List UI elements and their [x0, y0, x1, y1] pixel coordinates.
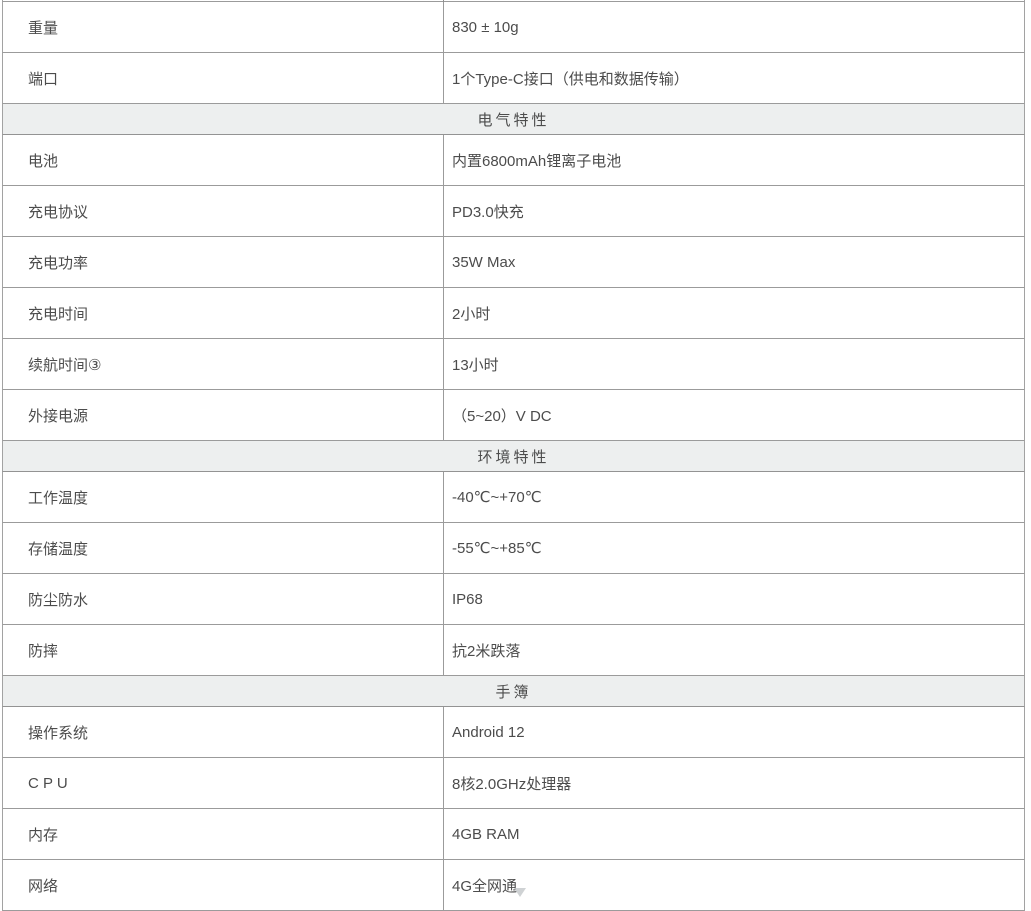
- spec-label: 续航时间③: [3, 339, 444, 389]
- spec-label-text: 防摔: [28, 642, 59, 660]
- spec-value: 35W Max: [444, 237, 1024, 287]
- spec-value-text: PD3.0快充: [452, 203, 524, 221]
- spec-value-text: 内置6800mAh锂离子电池: [452, 152, 622, 170]
- spec-value-text: （5~20）V DC: [452, 407, 552, 425]
- spec-value: 内置6800mAh锂离子电池: [444, 135, 1024, 185]
- spec-value: 1个Type-C接口（供电和数据传输）: [444, 53, 1024, 103]
- spec-value-text: 8核2.0GHz处理器: [452, 775, 572, 793]
- spec-value-text: 2小时: [452, 305, 491, 323]
- spec-value-text: 1个Type-C接口（供电和数据传输）: [452, 70, 689, 88]
- spec-label-text: 操作系统: [28, 724, 89, 742]
- table-row: 电池 内置6800mAh锂离子电池: [2, 135, 1025, 186]
- section-title: 环境特性: [477, 448, 550, 466]
- spec-label-text: 工作温度: [28, 489, 89, 507]
- spec-value-text: 4GB RAM: [452, 825, 520, 843]
- table-row: 防摔 抗2米跌落: [2, 625, 1025, 676]
- spec-label-text: 外接电源: [28, 407, 89, 425]
- spec-label: 防尘防水: [3, 574, 444, 624]
- spec-label-text: 防尘防水: [28, 591, 89, 609]
- spec-value: 抗2米跌落: [444, 625, 1024, 675]
- spec-value-text: 13小时: [452, 356, 499, 374]
- section-title: 电气特性: [477, 111, 550, 129]
- spec-label: 重量: [3, 2, 444, 52]
- table-row: C P U 8核2.0GHz处理器: [2, 758, 1025, 809]
- spec-label-text: 内存: [28, 826, 59, 844]
- spec-label: 操作系统: [3, 707, 444, 757]
- spec-label-text: 充电功率: [28, 254, 89, 272]
- table-row: 内存 4GB RAM: [2, 809, 1025, 860]
- table-row: 充电时间 2小时: [2, 288, 1025, 339]
- spec-value-text: Android 12: [452, 723, 525, 741]
- spec-label-text: 充电协议: [28, 203, 89, 221]
- spec-label: 充电功率: [3, 237, 444, 287]
- spec-value: -55℃~+85℃: [444, 523, 1024, 573]
- spec-label: 电池: [3, 135, 444, 185]
- spec-value-text: 4G全网通: [452, 877, 518, 895]
- section-header: 手簿: [2, 676, 1025, 707]
- spec-value: PD3.0快充: [444, 186, 1024, 236]
- section-title: 手簿: [495, 683, 532, 701]
- spec-value: 4GB RAM: [444, 809, 1024, 859]
- table-row: 存储温度 -55℃~+85℃: [2, 523, 1025, 574]
- section-header: 电气特性: [2, 104, 1025, 135]
- table-row: 充电协议 PD3.0快充: [2, 186, 1025, 237]
- spec-label: 充电时间: [3, 288, 444, 338]
- spec-label-text: 电池: [28, 152, 59, 170]
- spec-label: 内存: [3, 809, 444, 859]
- spec-value-text: -55℃~+85℃: [452, 540, 542, 557]
- table-row: 操作系统 Android 12: [2, 707, 1025, 758]
- table-top-sliver: [2, 0, 1025, 2]
- table-row: 续航时间③ 13小时: [2, 339, 1025, 390]
- spec-value: Android 12: [444, 707, 1024, 757]
- column-divider: [443, 0, 444, 2]
- spec-label: 充电协议: [3, 186, 444, 236]
- spec-label-text: 网络: [28, 877, 59, 895]
- spec-label-text: 充电时间: [28, 305, 89, 323]
- spec-label-text: 重量: [28, 19, 59, 37]
- table-row: 端口 1个Type-C接口（供电和数据传输）: [2, 53, 1025, 104]
- spec-label: 外接电源: [3, 390, 444, 440]
- spec-value: -40℃~+70℃: [444, 472, 1024, 522]
- spec-label-text: 端口: [28, 70, 59, 88]
- table-row: 充电功率 35W Max: [2, 237, 1025, 288]
- spec-label: C P U: [3, 758, 444, 808]
- spec-label-text: 存储温度: [28, 540, 89, 558]
- spec-value: IP68: [444, 574, 1024, 624]
- table-row: 防尘防水 IP68: [2, 574, 1025, 625]
- spec-value: （5~20）V DC: [444, 390, 1024, 440]
- table-row: 重量 830 ± 10g: [2, 2, 1025, 53]
- table-row: 工作温度 -40℃~+70℃: [2, 472, 1025, 523]
- spec-value-text: 35W Max: [452, 253, 516, 271]
- spec-value: 4G全网通: [444, 860, 1024, 910]
- spec-value: 13小时: [444, 339, 1024, 389]
- spec-value-text: 830 ± 10g: [452, 18, 519, 36]
- spec-label-text: C P U: [28, 774, 68, 792]
- table-row: 网络 4G全网通: [2, 860, 1025, 911]
- spec-label: 工作温度: [3, 472, 444, 522]
- spec-value-text: 抗2米跌落: [452, 642, 521, 660]
- table-row: 外接电源 （5~20）V DC: [2, 390, 1025, 441]
- spec-label: 存储温度: [3, 523, 444, 573]
- spec-label-text: 续航时间③: [28, 356, 102, 374]
- spec-label: 网络: [3, 860, 444, 910]
- spec-label: 防摔: [3, 625, 444, 675]
- spec-value-text: IP68: [452, 590, 483, 608]
- mouse-cursor: [514, 888, 526, 897]
- spec-label: 端口: [3, 53, 444, 103]
- section-header: 环境特性: [2, 441, 1025, 472]
- spec-value-text: -40℃~+70℃: [452, 489, 542, 506]
- spec-value: 830 ± 10g: [444, 2, 1024, 52]
- spec-value: 8核2.0GHz处理器: [444, 758, 1024, 808]
- spec-value: 2小时: [444, 288, 1024, 338]
